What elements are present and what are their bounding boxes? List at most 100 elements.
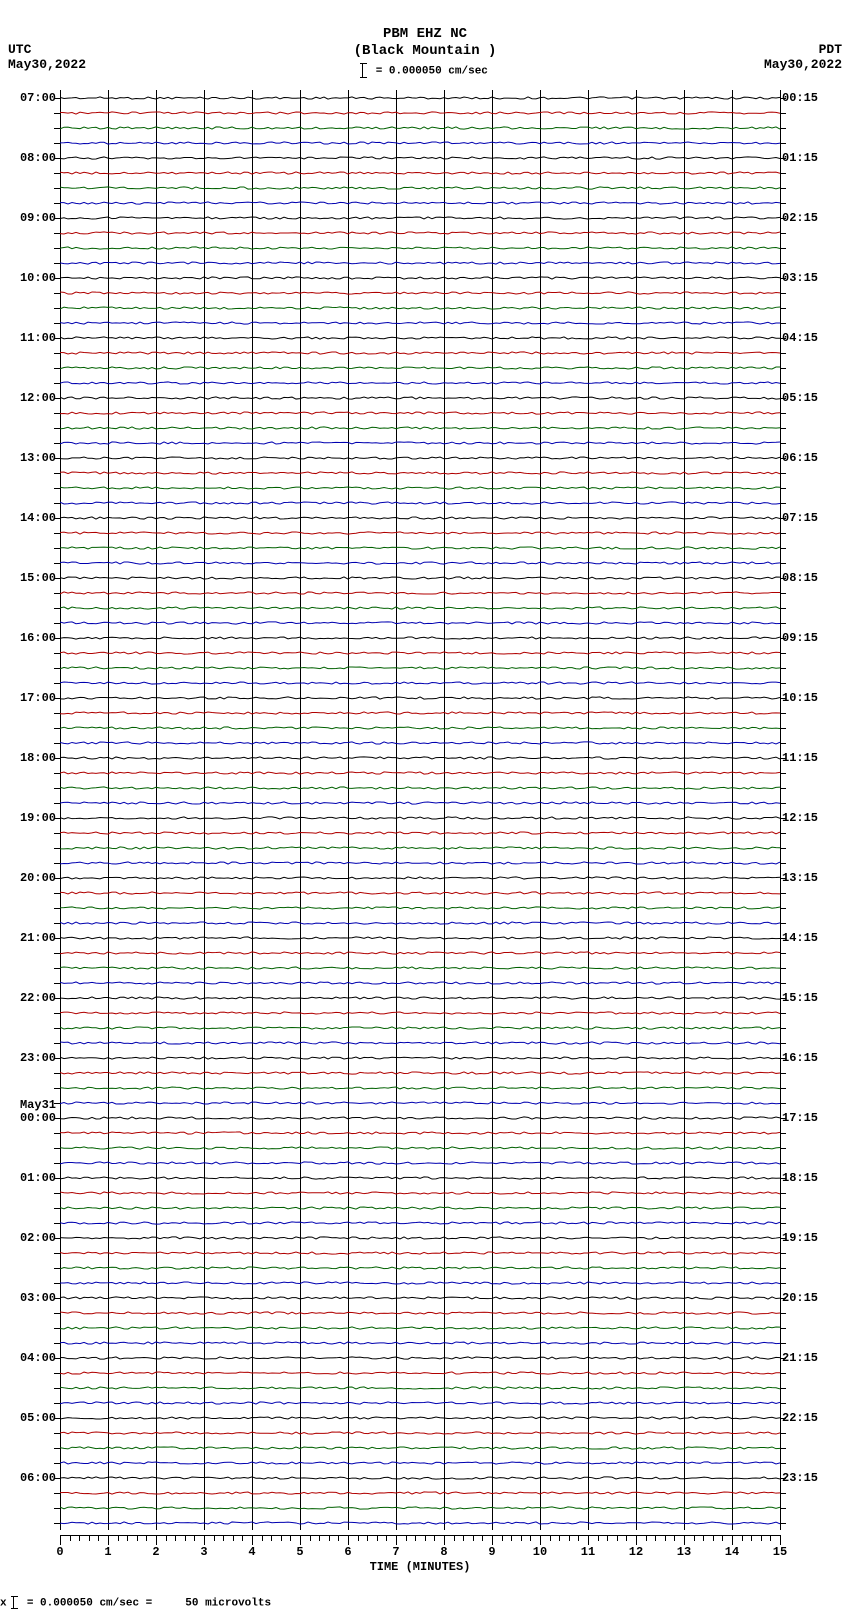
trace-waveform bbox=[60, 1295, 780, 1301]
trace-row bbox=[60, 1403, 780, 1404]
trace-tick-right bbox=[780, 1133, 786, 1134]
right-time-label: 17:15 bbox=[782, 1111, 836, 1125]
trace-tick-right bbox=[780, 683, 786, 684]
trace-row: 08:0001:15 bbox=[60, 158, 780, 159]
trace-tick-right bbox=[780, 368, 786, 369]
x-tick-minor bbox=[223, 1535, 224, 1541]
trace-row: 01:0018:15 bbox=[60, 1178, 780, 1179]
trace-row: 21:0014:15 bbox=[60, 938, 780, 939]
trace-row bbox=[60, 188, 780, 189]
trace-row: 09:0002:15 bbox=[60, 218, 780, 219]
trace-waveform bbox=[60, 785, 780, 791]
trace-tick-right bbox=[780, 533, 786, 534]
trace-waveform bbox=[60, 515, 780, 521]
trace-waveform bbox=[60, 200, 780, 206]
trace-row bbox=[60, 383, 780, 384]
trace-waveform bbox=[60, 635, 780, 641]
trace-tick-right bbox=[780, 593, 786, 594]
x-tick-major bbox=[732, 1535, 733, 1545]
x-tick-minor bbox=[521, 1535, 522, 1541]
trace-row bbox=[60, 293, 780, 294]
trace-row bbox=[60, 923, 780, 924]
x-tick-minor bbox=[703, 1535, 704, 1541]
x-tick-label: 3 bbox=[200, 1545, 207, 1559]
trace-tick-right bbox=[780, 1208, 786, 1209]
x-tick-label: 13 bbox=[677, 1545, 691, 1559]
trace-waveform bbox=[60, 305, 780, 311]
x-axis: TIME (MINUTES) 0123456789101112131415 bbox=[60, 1535, 780, 1575]
x-tick-minor bbox=[175, 1535, 176, 1541]
trace-tick-right bbox=[780, 1493, 786, 1494]
x-tick-minor bbox=[665, 1535, 666, 1541]
trace-waveform bbox=[60, 1025, 780, 1031]
x-tick-minor bbox=[415, 1535, 416, 1541]
trace-row: 20:0013:15 bbox=[60, 878, 780, 879]
trace-tick-right bbox=[780, 1148, 786, 1149]
x-tick-minor bbox=[578, 1535, 579, 1541]
trace-row bbox=[60, 803, 780, 804]
x-tick-minor bbox=[511, 1535, 512, 1541]
trace-row bbox=[60, 1013, 780, 1014]
x-tick-label: 15 bbox=[773, 1545, 787, 1559]
x-tick-label: 14 bbox=[725, 1545, 739, 1559]
trace-waveform bbox=[60, 1370, 780, 1376]
right-time-label: 07:15 bbox=[782, 511, 836, 525]
right-time-label: 05:15 bbox=[782, 391, 836, 405]
trace-waveform bbox=[60, 125, 780, 131]
trace-waveform bbox=[60, 650, 780, 656]
trace-tick-right bbox=[780, 1193, 786, 1194]
trace-row: 14:0007:15 bbox=[60, 518, 780, 519]
left-date: May30,2022 bbox=[8, 57, 86, 72]
trace-tick-right bbox=[780, 1268, 786, 1269]
trace-tick-right bbox=[780, 353, 786, 354]
x-tick-minor bbox=[406, 1535, 407, 1541]
trace-tick-right bbox=[780, 1223, 786, 1224]
x-tick-major bbox=[444, 1535, 445, 1545]
trace-row bbox=[60, 563, 780, 564]
x-tick-major bbox=[588, 1535, 589, 1545]
trace-row bbox=[60, 1253, 780, 1254]
trace-waveform bbox=[60, 875, 780, 881]
trace-waveform bbox=[60, 1250, 780, 1256]
left-time-label: 18:00 bbox=[2, 751, 56, 765]
x-tick-major bbox=[492, 1535, 493, 1545]
trace-row bbox=[60, 983, 780, 984]
trace-row bbox=[60, 1388, 780, 1389]
x-tick-minor bbox=[482, 1535, 483, 1541]
trace-waveform bbox=[60, 665, 780, 671]
footer-scale: x = 0.000050 cm/sec = 50 microvolts bbox=[0, 1596, 271, 1609]
trace-row bbox=[60, 1433, 780, 1434]
x-tick-minor bbox=[454, 1535, 455, 1541]
x-tick-major bbox=[156, 1535, 157, 1545]
trace-row bbox=[60, 1103, 780, 1104]
x-tick-label: 1 bbox=[104, 1545, 111, 1559]
trace-tick-right bbox=[780, 968, 786, 969]
trace-waveform bbox=[60, 530, 780, 536]
trace-waveform bbox=[60, 695, 780, 701]
trace-waveform bbox=[60, 350, 780, 356]
trace-waveform bbox=[60, 965, 780, 971]
trace-waveform bbox=[60, 185, 780, 191]
trace-row bbox=[60, 1313, 780, 1314]
trace-row bbox=[60, 308, 780, 309]
trace-waveform bbox=[60, 230, 780, 236]
trace-row bbox=[60, 1448, 780, 1449]
right-time-label: 03:15 bbox=[782, 271, 836, 285]
trace-waveform bbox=[60, 920, 780, 926]
trace-tick-right bbox=[780, 728, 786, 729]
right-time-label: 18:15 bbox=[782, 1171, 836, 1185]
trace-waveform bbox=[60, 980, 780, 986]
x-tick-minor bbox=[137, 1535, 138, 1541]
trace-row bbox=[60, 668, 780, 669]
x-tick-minor bbox=[473, 1535, 474, 1541]
trace-tick-right bbox=[780, 743, 786, 744]
trace-waveform bbox=[60, 1490, 780, 1496]
trace-row bbox=[60, 203, 780, 204]
left-time-label: 00:00 bbox=[2, 1111, 56, 1125]
left-time-label: 02:00 bbox=[2, 1231, 56, 1245]
x-tick-minor bbox=[425, 1535, 426, 1541]
x-tick-minor bbox=[530, 1535, 531, 1541]
trace-waveform bbox=[60, 1130, 780, 1136]
x-tick-minor bbox=[338, 1535, 339, 1541]
trace-waveform bbox=[60, 1190, 780, 1196]
